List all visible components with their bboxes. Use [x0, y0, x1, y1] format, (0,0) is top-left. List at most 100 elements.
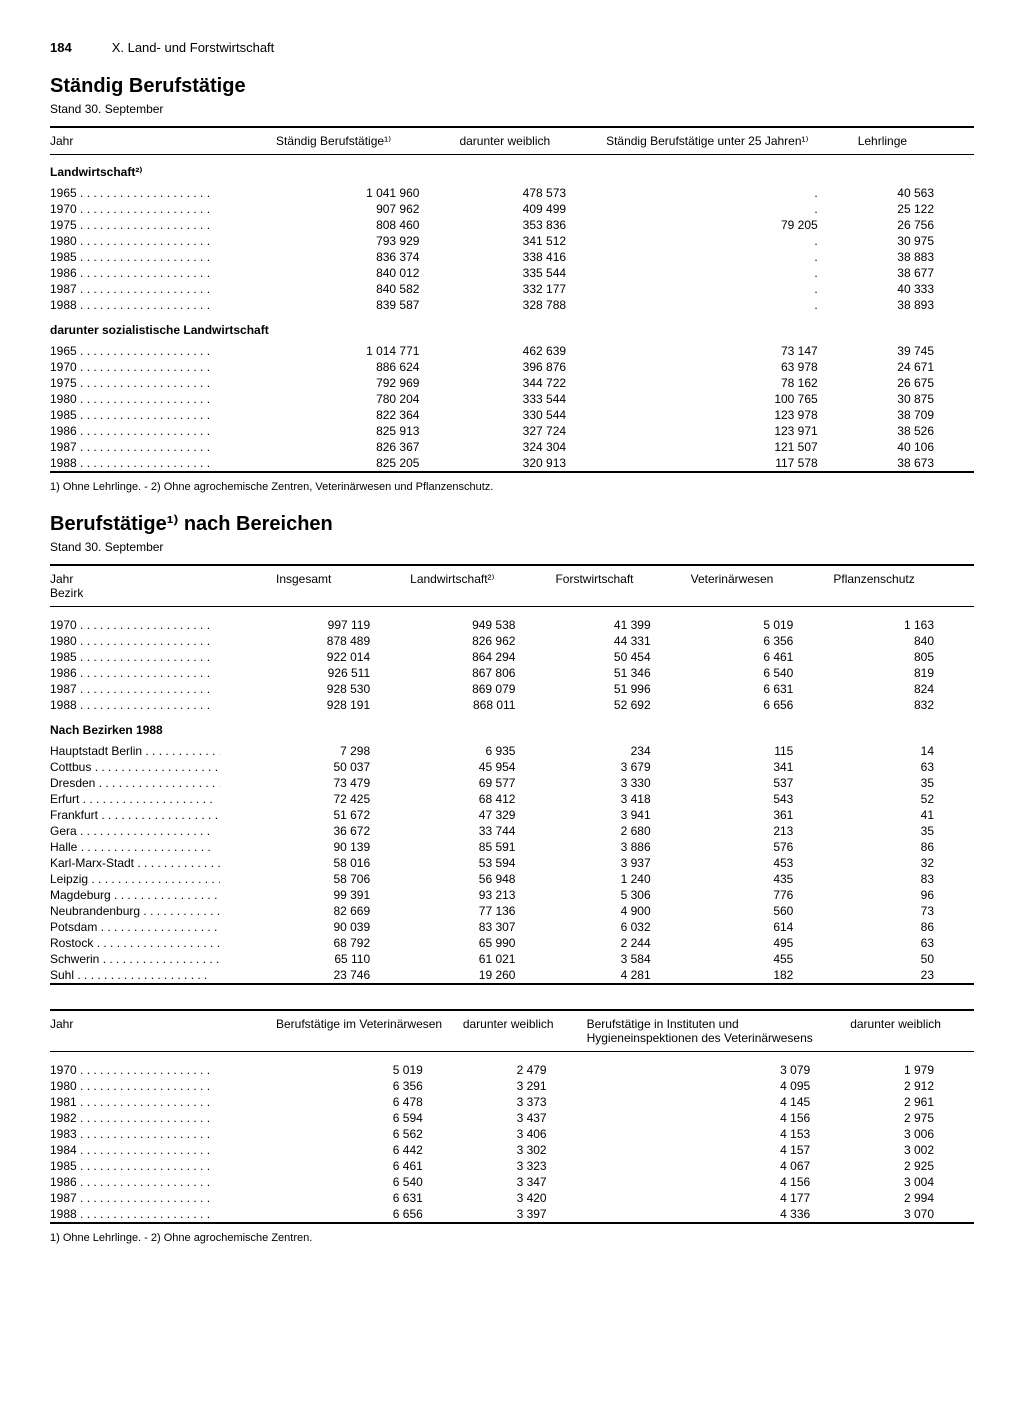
table-cell: 41 399 — [555, 617, 690, 633]
table-cell: 50 — [833, 951, 974, 967]
table-cell: 38 709 — [858, 407, 974, 423]
table-cell: 808 460 — [276, 217, 459, 233]
table-cell: 4 156 — [587, 1110, 851, 1126]
table-row: 1987 . . . . . . . . . . . . . . . . . .… — [50, 439, 974, 455]
table-cell: 6 461 — [691, 649, 834, 665]
table-cell: 1 014 771 — [276, 343, 459, 359]
col-jahr3: Jahr — [50, 1011, 276, 1052]
table-row: Neubrandenburg . . . . . . . . . . . . .… — [50, 903, 974, 919]
col-institute: Berufstätige in Instituten und Hygienein… — [587, 1011, 851, 1052]
table-row: 1987 . . . . . . . . . . . . . . . . . .… — [50, 281, 974, 297]
table-row: 1975 . . . . . . . . . . . . . . . . . .… — [50, 217, 974, 233]
table-cell: 6 540 — [276, 1174, 463, 1190]
table-cell: 836 374 — [276, 249, 459, 265]
col-staendig: Ständig Berufstätige¹⁾ — [276, 128, 459, 155]
table-cell: 32 — [833, 855, 974, 871]
table-cell: 78 162 — [606, 375, 858, 391]
table-cell: 832 — [833, 697, 974, 713]
row-label: 1982 . . . . . . . . . . . . . . . . . .… — [50, 1110, 276, 1126]
table-cell: 2 975 — [850, 1110, 974, 1126]
col-vet: Veterinärwesen — [691, 566, 834, 607]
table-cell: 73 147 — [606, 343, 858, 359]
table2: Jahr Bezirk Insgesamt Landwirtschaft²⁾ F… — [50, 564, 974, 985]
table-cell: 3 397 — [463, 1206, 587, 1223]
table-cell: 40 106 — [858, 439, 974, 455]
table-row: Potsdam . . . . . . . . . . . . . . . . … — [50, 919, 974, 935]
table-row: 1980 . . . . . . . . . . . . . . . . . .… — [50, 633, 974, 649]
table-cell: 41 — [833, 807, 974, 823]
table-row: Gera . . . . . . . . . . . . . . . . . .… — [50, 823, 974, 839]
row-label: 1988 . . . . . . . . . . . . . . . . . .… — [50, 697, 276, 713]
table-cell: 30 975 — [858, 233, 974, 249]
table-row: 1988 . . . . . . . . . . . . . . . . . .… — [50, 697, 974, 713]
col-landwirtschaft: Landwirtschaft²⁾ — [410, 566, 555, 607]
col-inst-weiblich: darunter weiblich — [850, 1011, 974, 1052]
table-cell: 40 563 — [858, 185, 974, 201]
col-vet-total: Berufstätige im Veterinärwesen — [276, 1011, 463, 1052]
table-cell: 6 478 — [276, 1094, 463, 1110]
table-cell: 6 356 — [276, 1078, 463, 1094]
table-row: 1988 . . . . . . . . . . . . . . . . . .… — [50, 1206, 974, 1223]
table-row: Karl-Marx-Stadt . . . . . . . . . . . . … — [50, 855, 974, 871]
table-cell: 3 330 — [555, 775, 690, 791]
table-cell: 96 — [833, 887, 974, 903]
row-label: 1970 . . . . . . . . . . . . . . . . . .… — [50, 201, 276, 217]
table-cell: 543 — [691, 791, 834, 807]
table-cell: 327 724 — [459, 423, 606, 439]
table-cell: 25 122 — [858, 201, 974, 217]
table-cell: 6 442 — [276, 1142, 463, 1158]
table-cell: 3 347 — [463, 1174, 587, 1190]
table-cell: 344 722 — [459, 375, 606, 391]
table-cell: 52 — [833, 791, 974, 807]
row-label: Rostock . . . . . . . . . . . . . . . . … — [50, 935, 276, 951]
table-cell: 58 706 — [276, 871, 410, 887]
section-header: Nach Bezirken 1988 — [50, 713, 974, 743]
table-cell: 36 672 — [276, 823, 410, 839]
table-cell: 825 205 — [276, 455, 459, 472]
row-label: 1986 . . . . . . . . . . . . . . . . . .… — [50, 423, 276, 439]
table-cell: 77 136 — [410, 903, 555, 919]
table1-subtitle: Stand 30. September — [50, 102, 974, 116]
table-row: Erfurt . . . . . . . . . . . . . . . . .… — [50, 791, 974, 807]
row-label: Dresden . . . . . . . . . . . . . . . . … — [50, 775, 276, 791]
table-row: 1980 . . . . . . . . . . . . . . . . . .… — [50, 391, 974, 407]
table-cell: 6 631 — [276, 1190, 463, 1206]
table-cell: 4 336 — [587, 1206, 851, 1223]
table-cell: 6 461 — [276, 1158, 463, 1174]
table-cell: 2 961 — [850, 1094, 974, 1110]
table-cell: 6 032 — [555, 919, 690, 935]
table-cell: 864 294 — [410, 649, 555, 665]
table-cell: 4 095 — [587, 1078, 851, 1094]
table-cell: 182 — [691, 967, 834, 984]
row-label: 1986 . . . . . . . . . . . . . . . . . .… — [50, 1174, 276, 1190]
table-cell: 51 672 — [276, 807, 410, 823]
table-cell: 38 673 — [858, 455, 974, 472]
table-cell: 867 806 — [410, 665, 555, 681]
table-cell: 3 002 — [850, 1142, 974, 1158]
table-cell: 40 333 — [858, 281, 974, 297]
table-cell: 2 479 — [463, 1062, 587, 1078]
table-cell: 50 037 — [276, 759, 410, 775]
table-cell: 234 — [555, 743, 690, 759]
table-row: Leipzig . . . . . . . . . . . . . . . . … — [50, 871, 974, 887]
table-cell: 86 — [833, 919, 974, 935]
table1-header-row: Jahr Ständig Berufstätige¹⁾ darunter wei… — [50, 128, 974, 155]
table-cell: 826 962 — [410, 633, 555, 649]
table-cell: 30 875 — [858, 391, 974, 407]
table-row: 1985 . . . . . . . . . . . . . . . . . .… — [50, 407, 974, 423]
table-cell: 341 512 — [459, 233, 606, 249]
table-cell: 39 745 — [858, 343, 974, 359]
table-cell: 3 418 — [555, 791, 690, 807]
row-label: 1980 . . . . . . . . . . . . . . . . . .… — [50, 633, 276, 649]
table-cell: 3 302 — [463, 1142, 587, 1158]
table-row: 1987 . . . . . . . . . . . . . . . . . .… — [50, 681, 974, 697]
table-cell: 3 323 — [463, 1158, 587, 1174]
table-cell: 333 544 — [459, 391, 606, 407]
table-row: Suhl . . . . . . . . . . . . . . . . . .… — [50, 967, 974, 984]
table-cell: 805 — [833, 649, 974, 665]
col-pflanzen: Pflanzenschutz — [833, 566, 974, 607]
table-cell: 409 499 — [459, 201, 606, 217]
row-label: Leipzig . . . . . . . . . . . . . . . . … — [50, 871, 276, 887]
table-row: Dresden . . . . . . . . . . . . . . . . … — [50, 775, 974, 791]
row-label: 1988 . . . . . . . . . . . . . . . . . .… — [50, 297, 276, 313]
